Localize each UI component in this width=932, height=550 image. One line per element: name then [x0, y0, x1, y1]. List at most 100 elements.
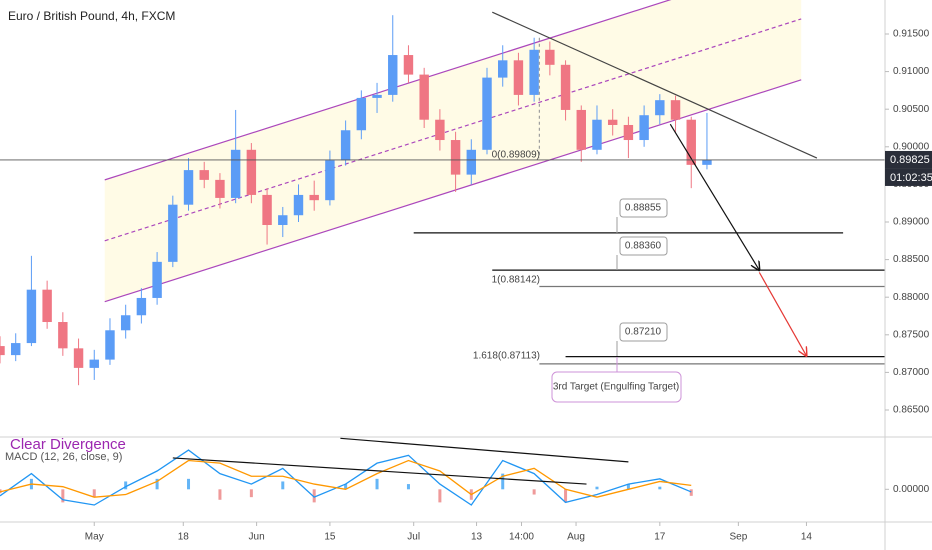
y-tick-label: 0.90500: [893, 104, 930, 115]
channel-lower: [104, 79, 802, 303]
callout: 0.88360: [616, 236, 668, 270]
macd-line: [0, 459, 692, 498]
arrow: [758, 272, 806, 355]
candle-body: [230, 149, 241, 198]
candle-body: [105, 330, 115, 360]
last-price-box: [885, 150, 932, 169]
candle-body: [340, 130, 351, 161]
candle-body: [482, 77, 492, 150]
x-tick-label: 17: [654, 532, 666, 543]
y-tick-label: 0.00000: [893, 484, 930, 495]
candle-body: [262, 194, 272, 226]
candle-body: [498, 60, 508, 78]
arrow: [669, 123, 759, 270]
x-tick-label: Jul: [407, 532, 420, 543]
candle-body: [513, 60, 524, 95]
x-tick-label: 14:00: [509, 532, 534, 543]
candle-body: [403, 55, 414, 75]
chart-title: Euro / British Pound, 4h, FXCM: [8, 9, 175, 23]
candle-body: [372, 94, 382, 98]
callout-label: 0.87210: [625, 327, 662, 338]
candle-body: [42, 289, 52, 323]
drawing-line: [340, 437, 629, 463]
callout-label: 0.88855: [625, 203, 662, 214]
macd-histogram-bar: [564, 489, 568, 503]
y-tick-label: 0.90000: [893, 141, 930, 152]
macd-line: [0, 449, 692, 506]
macd-histogram-bar: [281, 481, 285, 490]
candle-body: [702, 159, 712, 165]
candle-body: [183, 170, 194, 205]
target-label: 3rd Target (Engulfing Target): [553, 382, 679, 393]
macd-histogram-bar: [438, 489, 442, 503]
y-tick-label: 0.91000: [893, 66, 930, 77]
price-pane: [0, 0, 885, 386]
divergence-label: Clear Divergence: [10, 436, 126, 453]
y-tick-label: 0.86500: [893, 405, 930, 416]
candle-body: [670, 100, 681, 120]
x-tick-label: 14: [801, 532, 813, 543]
candle-body: [89, 359, 99, 368]
macd-histogram-bar: [124, 481, 128, 490]
macd-histogram-bar: [61, 489, 65, 503]
y-tick-label: 0.88500: [893, 254, 930, 265]
macd-histogram-bar: [532, 489, 536, 495]
x-tick-label: 18: [178, 532, 190, 543]
drawing-line: [492, 11, 818, 159]
fib-label: 0(0.89809): [492, 150, 540, 161]
countdown-label: 01:02:35: [890, 172, 932, 184]
candle-body: [639, 115, 649, 141]
y-tick-label: 0.87000: [893, 367, 930, 378]
candle-body: [73, 348, 84, 368]
candle-body: [136, 297, 147, 316]
candle-body: [278, 215, 288, 226]
x-tick-label: May: [85, 532, 104, 543]
countdown-box: [885, 168, 932, 186]
macd-histogram-bar: [375, 478, 379, 490]
macd-histogram-bar: [312, 489, 316, 503]
callout: 0.88855: [616, 198, 668, 233]
macd-histogram-bar: [92, 489, 96, 498]
x-tick-label: 13: [471, 532, 483, 543]
candle-body: [655, 100, 665, 116]
candle-body: [576, 109, 586, 150]
macd-histogram-bar: [501, 473, 505, 490]
candle-body: [10, 343, 21, 356]
candle-body: [325, 160, 335, 201]
candle-body: [623, 124, 634, 141]
candle-body: [419, 74, 429, 120]
y-tick-label: 0.87500: [893, 329, 930, 340]
x-tick-label: Sep: [729, 532, 747, 543]
channel-middle: [104, 18, 802, 242]
candle-body: [246, 149, 257, 195]
macd-histogram-bar: [626, 484, 630, 490]
target-callout: 3rd Target (Engulfing Target): [551, 357, 682, 403]
axes: 0.86500 0.87000 0.87500 0.88000 0.88500 0.890…: [85, 29, 932, 543]
candle-body: [545, 49, 555, 65]
drawing-line: [172, 457, 587, 485]
macd-histogram-bar: [249, 489, 253, 498]
macd-histogram-bar: [658, 486, 662, 490]
last-price-label: 0.89825: [890, 154, 930, 166]
macd-histogram-bar: [218, 489, 222, 500]
candle-body: [466, 149, 477, 175]
macd-histogram-bar: [187, 478, 191, 490]
macd-histogram-bar: [344, 484, 348, 490]
y-tick-label: 0.91500: [893, 29, 930, 40]
candle-body: [529, 49, 539, 95]
candle-body: [26, 289, 37, 344]
candle-body: [356, 97, 367, 131]
fib-label: 1.618(0.87113): [473, 351, 540, 362]
candle-body: [435, 119, 445, 141]
candle-body: [450, 140, 461, 175]
channel-upper: [104, 0, 672, 181]
candle-body: [293, 194, 304, 216]
y-tick-label: 0.89000: [893, 217, 930, 228]
macd-histogram-bar: [155, 478, 159, 490]
candle-body: [58, 322, 68, 349]
macd-histogram-bar: [406, 484, 410, 490]
macd-pane: [0, 437, 693, 506]
fib-label: 1(0.88142): [492, 275, 540, 286]
candle-body: [168, 204, 178, 262]
